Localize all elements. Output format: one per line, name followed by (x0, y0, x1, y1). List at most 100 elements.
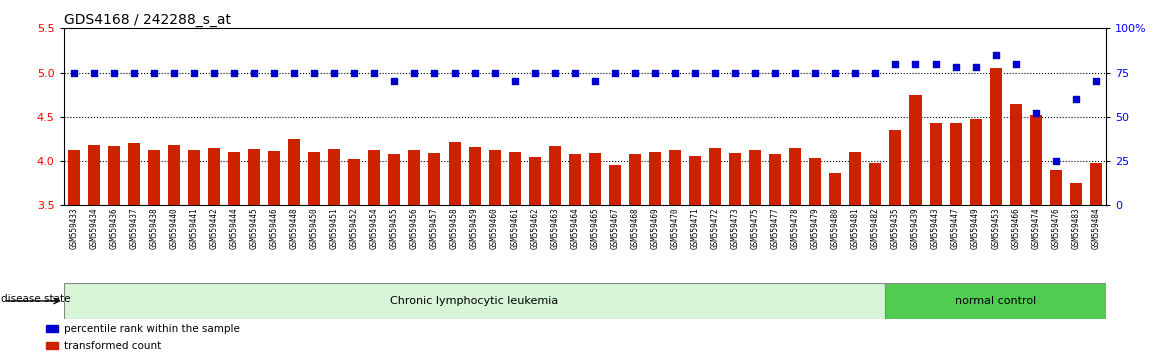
Text: GSM559473: GSM559473 (731, 207, 740, 249)
Point (285, 70, 303, 75)
Point (386, 79, 404, 84)
Point (646, 70, 665, 75)
Bar (950, 123, 961, 205)
Point (164, 70, 183, 75)
Point (786, 70, 805, 75)
Point (565, 70, 584, 75)
Point (886, 61, 904, 67)
Point (184, 70, 203, 75)
Text: GSM559434: GSM559434 (89, 207, 98, 249)
Point (625, 70, 644, 75)
Text: GSM559459: GSM559459 (470, 207, 479, 249)
Point (1086, 79, 1105, 84)
Text: GSM559478: GSM559478 (791, 207, 800, 249)
Text: GSM559440: GSM559440 (169, 207, 178, 249)
Bar (689, 156, 701, 205)
Point (806, 70, 824, 75)
Bar (148, 150, 160, 205)
Bar (127, 143, 140, 205)
Bar (909, 95, 922, 205)
Point (846, 70, 865, 75)
Bar (168, 145, 179, 205)
Bar (609, 166, 621, 205)
Point (686, 70, 704, 75)
Text: transformed count: transformed count (64, 341, 161, 351)
Text: GSM559466: GSM559466 (1011, 207, 1020, 249)
Text: GSM559482: GSM559482 (871, 207, 880, 249)
Text: GSM559452: GSM559452 (350, 207, 359, 249)
Point (425, 70, 444, 75)
Text: GSM559461: GSM559461 (511, 207, 519, 249)
Bar (549, 146, 560, 205)
Text: GSM559477: GSM559477 (771, 207, 779, 249)
Bar (228, 152, 240, 205)
Text: GSM559476: GSM559476 (1051, 207, 1061, 249)
Text: Chronic lymphocytic leukemia: Chronic lymphocytic leukemia (390, 296, 558, 306)
Bar (790, 148, 801, 205)
Text: GSM559438: GSM559438 (149, 207, 159, 249)
Bar (368, 150, 380, 205)
Text: GSM559468: GSM559468 (630, 207, 639, 249)
Point (946, 64, 965, 70)
Bar (648, 152, 661, 205)
Text: GSM559454: GSM559454 (369, 207, 379, 249)
Point (65, 70, 83, 75)
Text: GSM559441: GSM559441 (190, 207, 198, 249)
Text: disease state: disease state (1, 294, 71, 304)
Point (325, 70, 344, 75)
Bar (67, 150, 80, 205)
Text: GSM559467: GSM559467 (610, 207, 620, 249)
Bar (990, 68, 1002, 205)
Bar (849, 152, 862, 205)
Text: GSM559447: GSM559447 (951, 207, 960, 249)
Text: GSM559456: GSM559456 (410, 207, 419, 249)
Point (244, 70, 263, 75)
Point (205, 70, 223, 75)
Point (826, 70, 844, 75)
Bar (569, 154, 581, 205)
Text: GSM559464: GSM559464 (570, 207, 579, 249)
Text: percentile rank within the sample: percentile rank within the sample (64, 324, 240, 334)
Point (365, 70, 383, 75)
Text: GSM559451: GSM559451 (330, 207, 339, 249)
Bar (308, 152, 321, 205)
Bar (208, 148, 220, 205)
Point (526, 70, 544, 75)
Text: GSM559469: GSM559469 (651, 207, 659, 249)
Point (405, 70, 424, 75)
Point (606, 70, 624, 75)
Text: GDS4168 / 242288_s_at: GDS4168 / 242288_s_at (64, 13, 230, 27)
Bar (1070, 183, 1082, 205)
Bar (88, 145, 100, 205)
Bar (388, 154, 401, 205)
Text: GSM559471: GSM559471 (690, 207, 699, 249)
Point (746, 70, 764, 75)
Bar (108, 146, 119, 205)
Point (104, 70, 123, 75)
Text: GSM559465: GSM559465 (591, 207, 600, 249)
Text: GSM559442: GSM559442 (210, 207, 219, 249)
Text: GSM559484: GSM559484 (1091, 207, 1100, 249)
Bar (349, 159, 360, 205)
Text: GSM559455: GSM559455 (390, 207, 398, 249)
Point (85, 70, 103, 75)
Bar (448, 142, 461, 205)
Point (907, 61, 925, 67)
Text: GSM559449: GSM559449 (972, 207, 980, 249)
Point (987, 52, 1005, 58)
Text: GSM559480: GSM559480 (830, 207, 840, 249)
Bar (1090, 163, 1102, 205)
Point (305, 70, 323, 75)
Text: GSM559458: GSM559458 (450, 207, 459, 249)
Text: GSM559443: GSM559443 (931, 207, 940, 249)
Point (545, 70, 564, 75)
Text: GSM559483: GSM559483 (1071, 207, 1080, 249)
Text: GSM559433: GSM559433 (69, 207, 79, 249)
Bar (749, 150, 761, 205)
Text: GSM559462: GSM559462 (530, 207, 540, 249)
Bar (288, 139, 300, 205)
Point (966, 64, 984, 70)
Point (586, 79, 604, 84)
Text: GSM559436: GSM559436 (109, 207, 118, 249)
Bar (969, 120, 982, 205)
